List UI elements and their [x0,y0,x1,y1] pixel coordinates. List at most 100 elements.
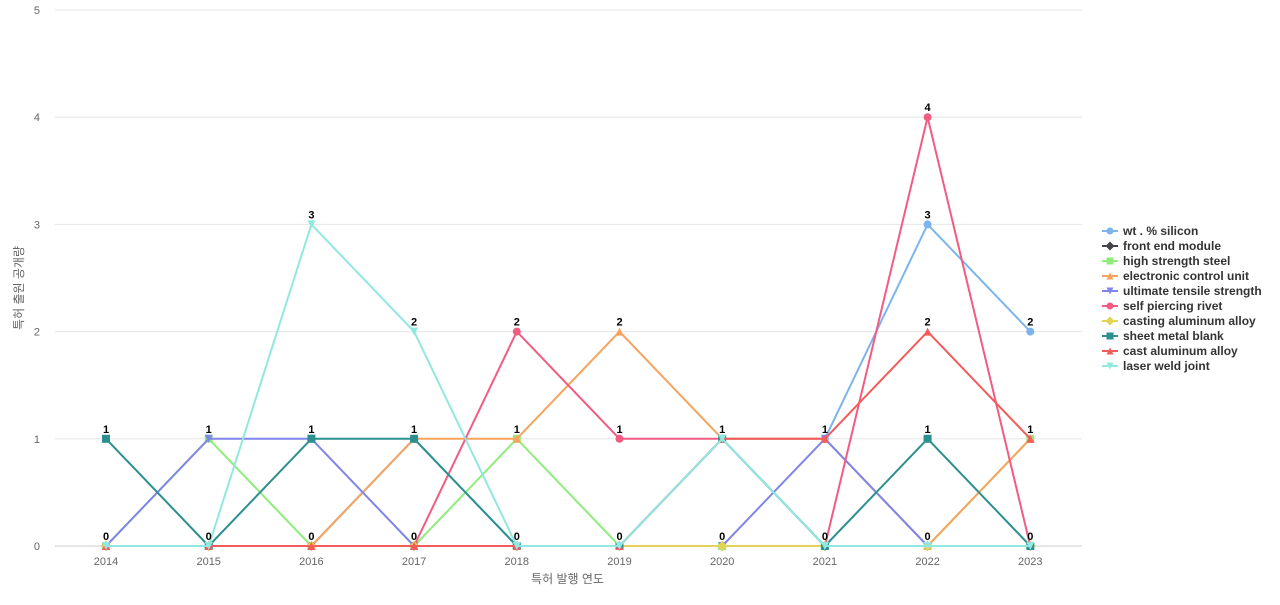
data-label: 2 [925,317,931,329]
legend-label: laser weld joint [1123,359,1210,373]
data-point-marker [307,220,316,229]
data-point-marker [1106,287,1114,295]
y-tick-label: 0 [34,541,40,553]
data-point-marker [1106,332,1114,340]
data-point-marker [718,434,727,443]
data-point-marker [1105,316,1115,326]
x-tick-label: 2021 [813,556,837,568]
data-point-marker [512,327,521,336]
x-tick-label: 2017 [402,556,426,568]
data-point-marker [1106,257,1114,265]
legend-item: electronic control unit [1102,269,1249,283]
data-point-marker [512,542,521,550]
legend-label: ultimate tensile strength [1123,284,1262,298]
x-tick-label: 2020 [710,556,734,568]
data-label: 1 [822,424,828,436]
legend-label: front end module [1123,239,1221,253]
data-point-marker [1106,272,1114,280]
y-tick-label: 4 [34,112,40,124]
legend-item: laser weld joint [1102,359,1210,373]
legend-item: casting aluminum alloy [1102,314,1256,328]
data-point-marker [1106,347,1114,355]
data-label: 1 [719,424,725,436]
data-point-marker [1105,241,1115,251]
x-tick-label: 2018 [505,556,529,568]
data-point-marker [512,434,521,443]
data-label: 0 [308,531,314,543]
legend-item: high strength steel [1102,254,1230,268]
x-tick-label: 2016 [299,556,323,568]
x-tick-label: 2023 [1018,556,1042,568]
legend-label: wt . % silicon [1122,224,1198,238]
series-layer [101,113,1036,551]
data-point-marker [307,542,316,550]
data-label: 1 [206,424,212,436]
data-point-marker [923,327,932,336]
data-label: 0 [925,531,931,543]
y-axis-title: 특허 출원 공개량 [12,246,26,330]
x-tick-label: 2022 [915,556,939,568]
y-tick-label: 5 [34,5,40,17]
data-label: 0 [103,531,109,543]
data-label: 2 [1027,317,1033,329]
data-point-marker [923,434,932,443]
series-group [102,434,1035,550]
data-point-marker [1026,542,1035,550]
series-group [102,220,1035,550]
data-label: 2 [411,317,417,329]
legend-item: front end module [1102,239,1221,253]
data-point-marker [615,542,624,550]
legend-label: high strength steel [1123,254,1230,268]
data-point-marker [1026,327,1035,336]
data-label: 0 [514,531,520,543]
legend-item: ultimate tensile strength [1102,284,1262,298]
legend-label: electronic control unit [1123,269,1249,283]
data-point-marker [820,434,829,443]
series-line [105,437,1032,547]
data-point-marker [307,434,316,443]
data-point-marker [1106,362,1114,370]
data-label: 1 [308,424,314,436]
data-point-marker [923,113,932,122]
data-point-marker [410,542,419,550]
data-point-marker [717,541,728,551]
data-point-marker [615,327,624,336]
data-point-marker [820,542,829,550]
data-label: 3 [308,209,314,221]
y-tick-label: 1 [34,434,40,446]
legend-item: wt . % silicon [1102,224,1198,238]
legend-item: self piercing rivet [1102,299,1222,313]
x-tick-label: 2014 [94,556,118,568]
data-point-marker [1106,302,1114,310]
data-point-marker [1106,227,1114,235]
data-point-marker [102,434,110,443]
data-label: 0 [411,531,417,543]
data-point-marker [410,434,419,443]
data-label: 1 [514,424,520,436]
data-point-marker [102,542,110,550]
data-label: 1 [411,424,417,436]
y-tick-label: 2 [34,327,40,339]
legend-label: casting aluminum alloy [1123,314,1256,328]
x-tick-label: 2015 [196,556,220,568]
legend-item: cast aluminum alloy [1102,344,1238,358]
data-point-marker [615,434,624,443]
data-point-marker [410,327,419,336]
legend-label: sheet metal blank [1123,329,1224,343]
series-line [106,223,1031,547]
data-label: 3 [925,209,931,221]
data-label: 2 [616,317,622,329]
data-point-marker [1026,434,1035,443]
data-label: 0 [822,531,828,543]
data-label: 0 [206,531,212,543]
data-label: 4 [925,102,932,114]
data-point-marker [923,220,932,229]
legend-label: cast aluminum alloy [1123,344,1238,358]
data-label: 1 [925,424,931,436]
data-label: 2 [514,317,520,329]
data-label-layer: 1 0 1 0 3 1 0 2 1 0 2 1 0 2 1 0 1 0 1 0 4 3 2 1 0 2 1 0 [103,102,1033,543]
